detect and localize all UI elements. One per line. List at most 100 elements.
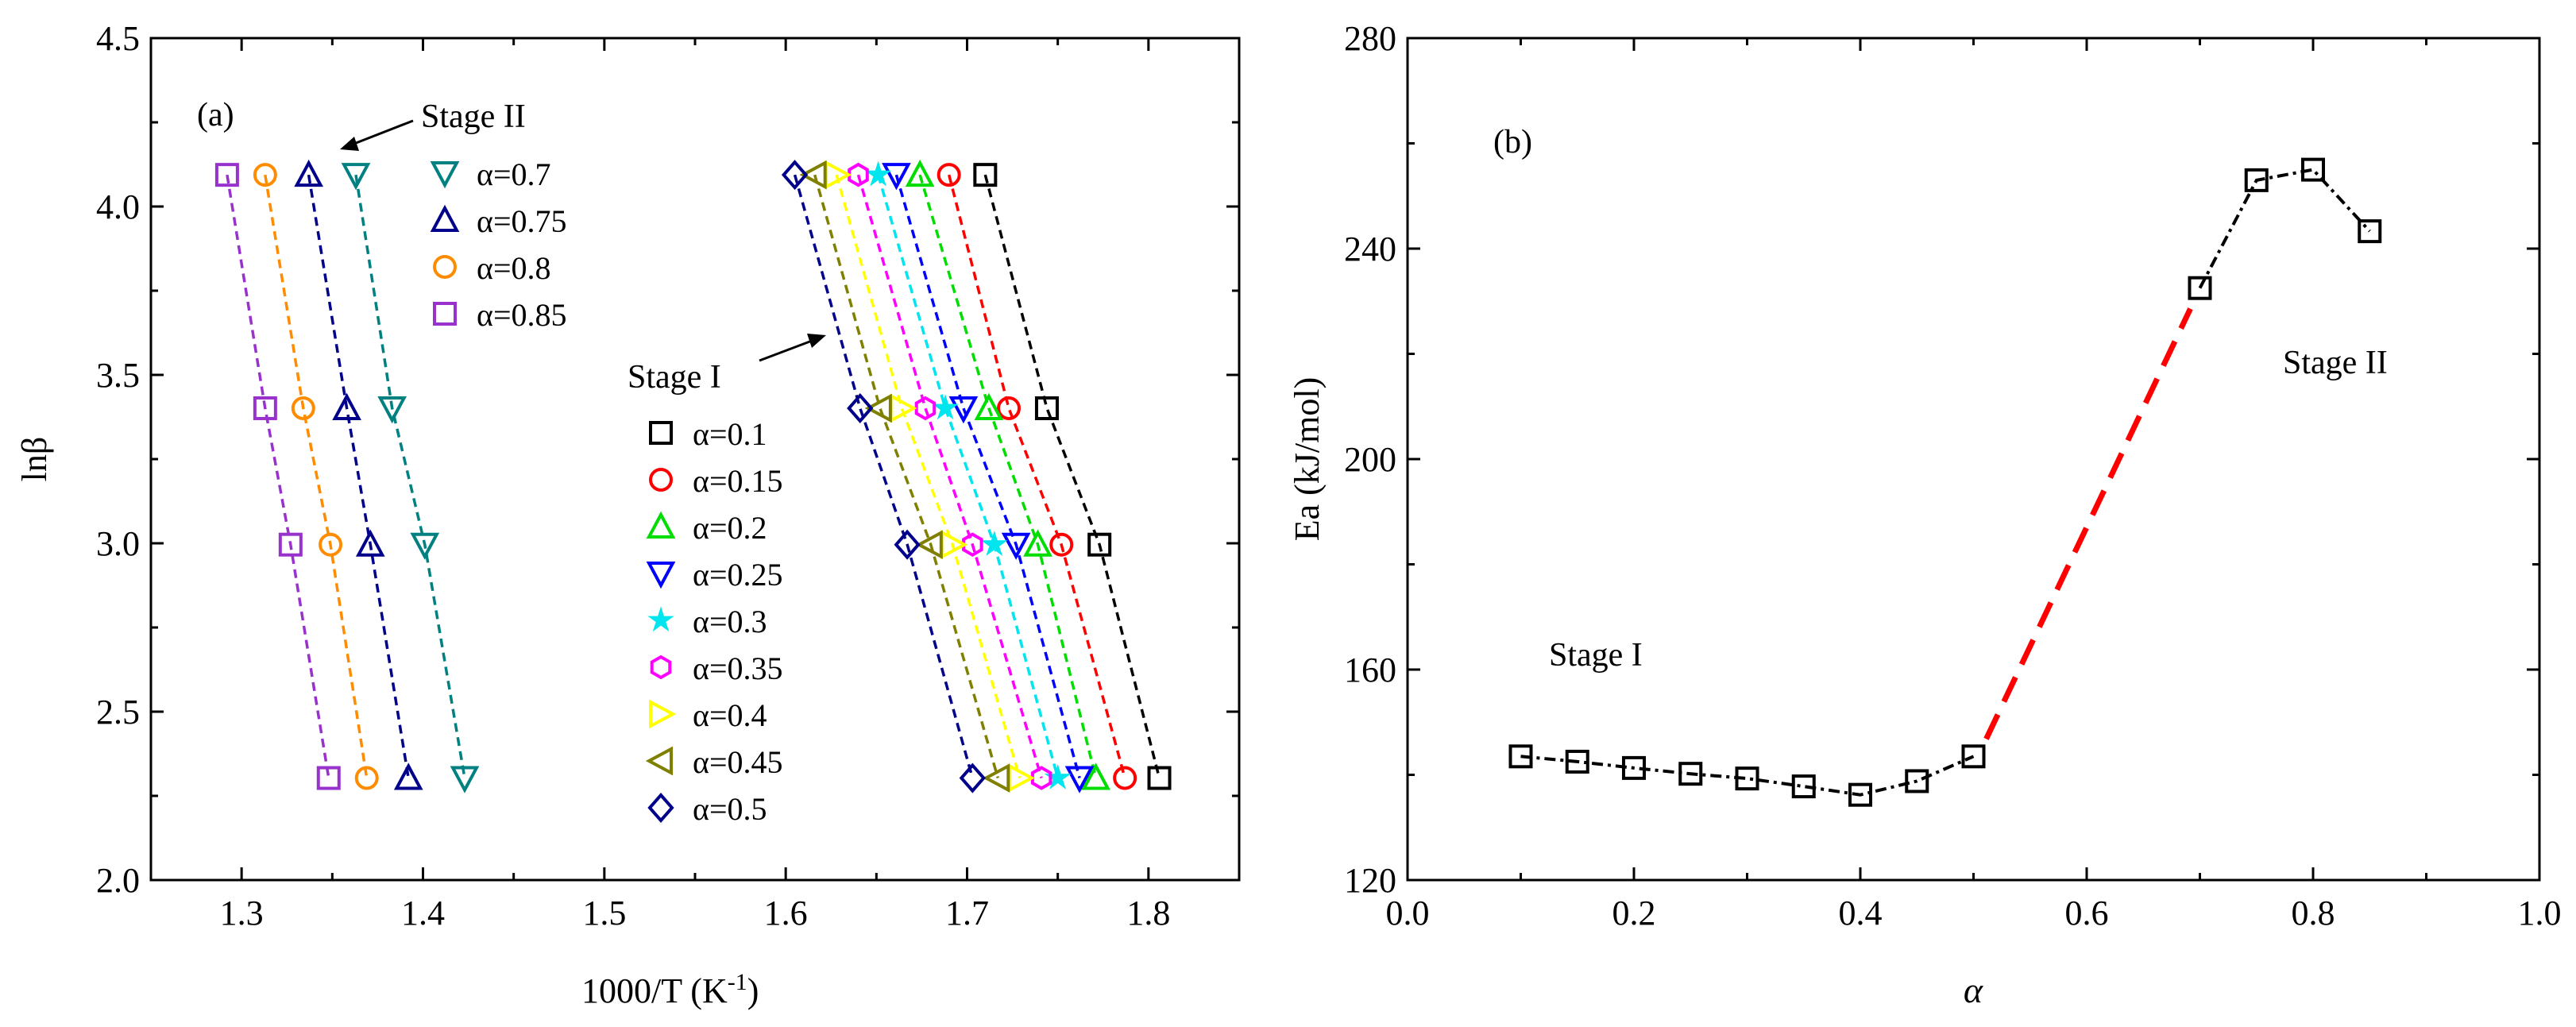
legend-label-α=0.3: α=0.3 xyxy=(693,604,767,639)
legend-marker-α=0.2 xyxy=(646,511,676,539)
x-axis-label-a-close: ) xyxy=(747,971,759,1010)
point-α=0.3 xyxy=(980,531,1008,556)
point-α=0.4 xyxy=(1007,763,1035,793)
panel-b-xtick-label: 0.4 xyxy=(1839,894,1883,932)
legend-label-α=0.2: α=0.2 xyxy=(693,510,767,546)
point-α=0.25 xyxy=(1064,766,1095,793)
point-α=0.35 xyxy=(914,396,937,421)
ea-line-stage2 xyxy=(2198,168,2371,289)
ea-point-0.3 xyxy=(1735,766,1759,791)
panel-a-ytick-label: 4.5 xyxy=(96,19,140,58)
panel-b-ytick-label: 200 xyxy=(1344,440,1396,479)
legend-label-α=0.15: α=0.15 xyxy=(693,463,783,499)
panel-a-xtick-label: 1.5 xyxy=(582,894,626,932)
point-α=0.35 xyxy=(848,162,869,187)
fit-line-α=0.2 xyxy=(918,174,1098,778)
fit-line-α=0.35 xyxy=(856,174,1043,778)
point-α=0.1 xyxy=(1087,532,1112,557)
panel-b-ytick-label: 120 xyxy=(1344,861,1396,900)
legend-marker-α=0.85 xyxy=(433,302,457,326)
point-α=0.5 xyxy=(781,160,809,191)
point-α=0.35 xyxy=(962,532,983,558)
point-α=0.3 xyxy=(864,160,892,187)
panel-a-ticks: 1.3 1.4 1.5 1.6 1.7 1.8 2.0 2.5 3.0 3.5 4.0 4.5 xyxy=(96,19,1239,932)
panel-b-ytick-label: 160 xyxy=(1344,651,1396,689)
ea-transition-line xyxy=(1983,307,2193,740)
legend-marker-α=0.4 xyxy=(649,699,677,729)
point-α=0.8 xyxy=(253,163,277,187)
fit-line-α=0.3 xyxy=(876,174,1060,778)
panel-b-ytick-label: 280 xyxy=(1344,19,1396,58)
annotation-stage1-b: Stage I xyxy=(1549,637,1643,674)
point-α=0.2 xyxy=(1081,763,1110,790)
panel-b-xtick-label: 0.2 xyxy=(1612,894,1656,932)
point-α=0.85 xyxy=(278,532,303,557)
point-α=0.15 xyxy=(1049,532,1074,557)
panel-a-xtick-label: 1.7 xyxy=(945,894,989,932)
panel-a-label: (a) xyxy=(197,97,234,133)
panel-b-xtick-label: 0.8 xyxy=(2292,894,2335,932)
panel-b: 0.0 0.2 0.4 0.6 0.8 1.0 120 160 200 240 280 (b) St… xyxy=(1288,19,2562,1010)
fit-line-α=0.5 xyxy=(793,174,974,778)
ea-point-0.5 xyxy=(1961,744,1986,769)
ea-point-0.8 xyxy=(2301,157,2325,182)
ea-point-0.35 xyxy=(1791,774,1816,799)
ea-point-0.7 xyxy=(2188,276,2212,300)
panel-b-xtick-label: 1.0 xyxy=(2518,894,2562,932)
panel-a-ytick-label: 3.0 xyxy=(96,524,140,563)
legend-label-α=0.75: α=0.75 xyxy=(477,203,567,239)
panel-b-markers xyxy=(1508,157,2382,807)
point-α=0.45 xyxy=(864,393,892,423)
panel-a-xtick-label: 1.6 xyxy=(764,894,808,932)
point-α=0.3 xyxy=(1044,763,1072,790)
legend-marker-α=0.45 xyxy=(645,746,673,776)
point-α=0.85 xyxy=(253,396,277,420)
arrow-stage1-a xyxy=(759,337,819,362)
point-α=0.15 xyxy=(937,163,961,187)
fit-line-α=0.45 xyxy=(813,174,999,778)
legend-marker-α=0.8 xyxy=(433,255,457,279)
ea-point-0.75 xyxy=(2244,168,2269,192)
legend-label-α=0.5: α=0.5 xyxy=(693,791,767,827)
fit-line-α=0.75 xyxy=(307,174,410,778)
arrowhead-stage1-a xyxy=(807,334,826,348)
point-α=0.75 xyxy=(294,159,323,187)
point-α=0.15 xyxy=(1113,766,1137,790)
point-α=0.35 xyxy=(1030,766,1052,790)
legend-label-α=0.25: α=0.25 xyxy=(693,557,783,593)
panel-b-xtick-label: 0.6 xyxy=(2065,894,2109,932)
panel-a-ytick-label: 2.0 xyxy=(96,861,140,900)
ea-line-stage1 xyxy=(1520,755,1975,797)
legend-label-α=0.8: α=0.8 xyxy=(477,250,551,286)
point-α=0.8 xyxy=(354,766,379,790)
arrowhead-stage2-a xyxy=(340,137,359,151)
point-α=0.25 xyxy=(882,163,911,191)
x-axis-label-b: α xyxy=(1964,970,1983,1010)
point-α=0.1 xyxy=(973,163,998,187)
ea-point-0.1 xyxy=(1508,744,1533,769)
point-α=0.4 xyxy=(890,393,917,423)
panel-a-ytick-label: 4.0 xyxy=(96,187,140,226)
panel-a: 1.3 1.4 1.5 1.6 1.7 1.8 2.0 2.5 3.0 3.5 4.0 4.5 α=0… xyxy=(15,19,1241,1010)
annotation-stage2-a: Stage II xyxy=(421,98,526,135)
point-α=0.15 xyxy=(997,396,1022,420)
legend-label-α=0.7: α=0.7 xyxy=(477,156,551,192)
ea-point-0.85 xyxy=(2358,219,2382,244)
point-α=0.1 xyxy=(1034,396,1059,420)
panel-b-ytick-label: 240 xyxy=(1344,230,1396,268)
fit-line-α=0.15 xyxy=(948,174,1126,778)
point-α=0.75 xyxy=(393,763,423,790)
point-α=0.5 xyxy=(847,392,874,424)
legend-marker-α=0.3 xyxy=(647,606,674,632)
legend-label-α=0.85: α=0.85 xyxy=(477,297,567,333)
fit-line-α=0.85 xyxy=(226,174,330,778)
point-α=0.5 xyxy=(959,763,987,793)
panel-a-xtick-label: 1.8 xyxy=(1126,894,1170,932)
panel-a-legend: α=0.7 α=0.75 α=0.8 α=0.85 α=0.1 α=0.15 α=0.2 α=… xyxy=(430,156,783,827)
legend-marker-α=0.15 xyxy=(649,468,673,492)
point-α=0.75 xyxy=(355,529,385,557)
panel-b-label: (b) xyxy=(1493,124,1532,160)
point-α=0.1 xyxy=(1147,766,1172,790)
y-axis-label-a: lnβ xyxy=(15,437,54,482)
point-α=0.25 xyxy=(948,396,979,424)
